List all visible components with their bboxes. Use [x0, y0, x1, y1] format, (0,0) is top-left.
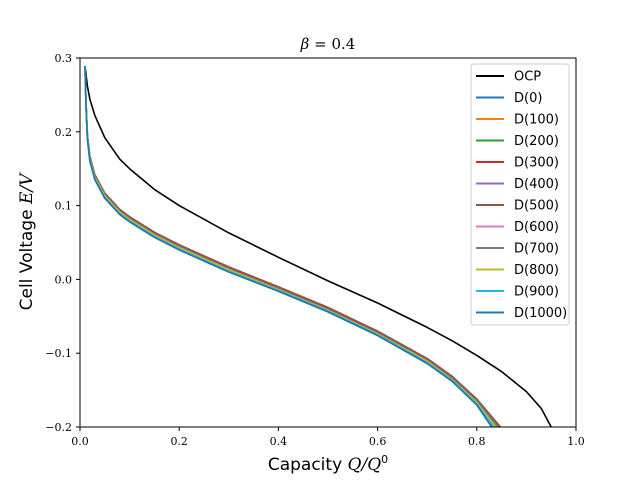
x-axis-label-text: Capacity [268, 455, 342, 475]
title-beta: β [300, 35, 310, 53]
x-axis-label-sup: 0 [381, 453, 388, 466]
series-line-d-300 [84, 66, 499, 427]
series-line-d-600 [84, 66, 498, 427]
x-tick-label: 0.0 [71, 435, 89, 448]
series-line-d-800 [84, 66, 497, 427]
legend-label-d-0: D(0) [514, 91, 542, 106]
legend-items: OCP D(0) D(100) D(200) D(300) D(400) D(500) D(6… [476, 70, 567, 321]
y-tick-label: −0.2 [45, 421, 72, 434]
y-tick-label: 0.2 [55, 126, 73, 139]
legend-label-d-1000: D(1000) [514, 306, 567, 321]
series-line-d-200 [84, 66, 500, 427]
series-line-d-900 [84, 66, 495, 427]
x-tick-label: 0.8 [468, 435, 486, 448]
series-line-d-700 [84, 66, 499, 427]
legend-label-d-500: D(500) [514, 199, 559, 214]
series-line-d-400 [84, 66, 499, 427]
x-tick-label: 0.4 [270, 435, 288, 448]
legend-label-d-700: D(700) [514, 242, 559, 257]
y-axis-label: Cell Voltage E/V [17, 172, 37, 310]
series-line-d-0 [84, 66, 493, 427]
y-tick-label: −0.1 [45, 347, 72, 360]
x-axis-label: Capacity Q/Q0 [268, 453, 388, 475]
legend-label-d-100: D(100) [514, 113, 559, 128]
legend-label-d-400: D(400) [514, 177, 559, 192]
legend-label-ocp: OCP [514, 70, 541, 85]
y-tick-label: 0.3 [55, 52, 73, 65]
x-axis-label-math: Q/Q [348, 455, 382, 475]
y-tick-label: 0.0 [55, 273, 73, 286]
legend: OCP D(0) D(100) D(200) D(300) D(400) D(500) D(6… [470, 63, 570, 326]
y-tick-label: 0.1 [55, 200, 73, 213]
legend-label-d-800: D(800) [514, 263, 559, 278]
series-line-d-500 [84, 66, 502, 427]
y-axis-label-text: Cell Voltage [17, 209, 37, 310]
legend-box [470, 63, 570, 326]
ticks: 0.0 0.2 0.4 0.6 0.8 1.0 −0.2 −0.1 0.0 0.1 0.2 0.3 [45, 52, 584, 448]
series-line-d-1000 [84, 66, 493, 427]
title-value: = 0.4 [314, 35, 355, 53]
x-tick-label: 0.2 [170, 435, 188, 448]
chart-title: β = 0.4 [300, 35, 356, 53]
series-line-ocp [84, 66, 552, 427]
axes-frame [79, 57, 577, 428]
legend-label-d-600: D(600) [514, 220, 559, 235]
x-tick-label: 1.0 [567, 435, 585, 448]
series-line-d-100 [84, 66, 500, 427]
legend-label-d-200: D(200) [514, 134, 559, 149]
y-axis-label-math: E/V [17, 172, 37, 205]
plot-lines [84, 66, 552, 427]
legend-label-d-900: D(900) [514, 285, 559, 300]
x-tick-label: 0.6 [369, 435, 387, 448]
legend-label-d-300: D(300) [514, 156, 559, 171]
